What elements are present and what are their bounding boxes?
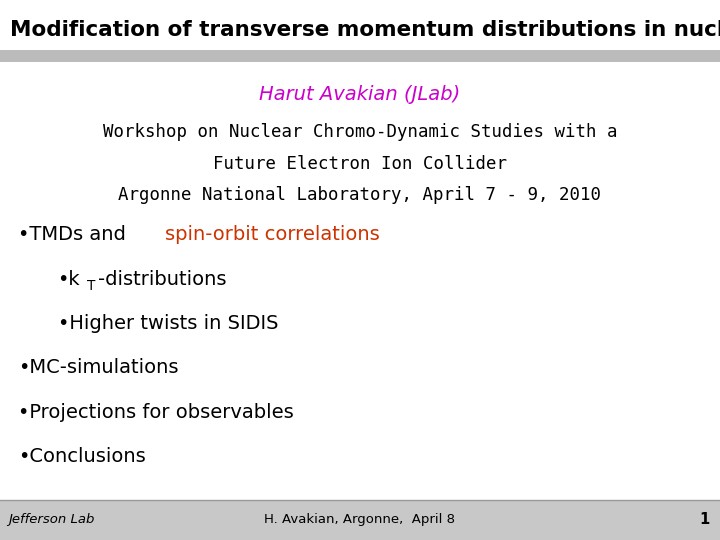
Text: spin-orbit correlations: spin-orbit correlations <box>166 225 380 245</box>
Text: 1: 1 <box>699 512 709 527</box>
FancyBboxPatch shape <box>0 500 720 540</box>
Text: Harut Avakian (JLab): Harut Avakian (JLab) <box>259 85 461 104</box>
FancyBboxPatch shape <box>0 50 720 62</box>
Text: •Conclusions: •Conclusions <box>18 447 145 466</box>
Text: •Projections for observables: •Projections for observables <box>18 402 294 422</box>
Text: H. Avakian, Argonne,  April 8: H. Avakian, Argonne, April 8 <box>264 513 456 526</box>
Text: •MC-simulations: •MC-simulations <box>18 358 179 377</box>
Text: Modification of transverse momentum distributions in nuclei: Modification of transverse momentum dist… <box>10 19 720 40</box>
Text: •Higher twists in SIDIS: •Higher twists in SIDIS <box>58 314 278 333</box>
Text: Jefferson Lab: Jefferson Lab <box>9 513 95 526</box>
Text: Future Electron Ion Collider: Future Electron Ion Collider <box>213 154 507 173</box>
Text: Workshop on Nuclear Chromo-Dynamic Studies with a: Workshop on Nuclear Chromo-Dynamic Studi… <box>103 123 617 141</box>
Text: •TMDs and: •TMDs and <box>18 225 132 245</box>
Text: •k: •k <box>58 269 80 289</box>
Text: T: T <box>87 279 95 293</box>
Text: Argonne National Laboratory, April 7 - 9, 2010: Argonne National Laboratory, April 7 - 9… <box>119 186 601 204</box>
Text: -distributions: -distributions <box>98 269 226 289</box>
